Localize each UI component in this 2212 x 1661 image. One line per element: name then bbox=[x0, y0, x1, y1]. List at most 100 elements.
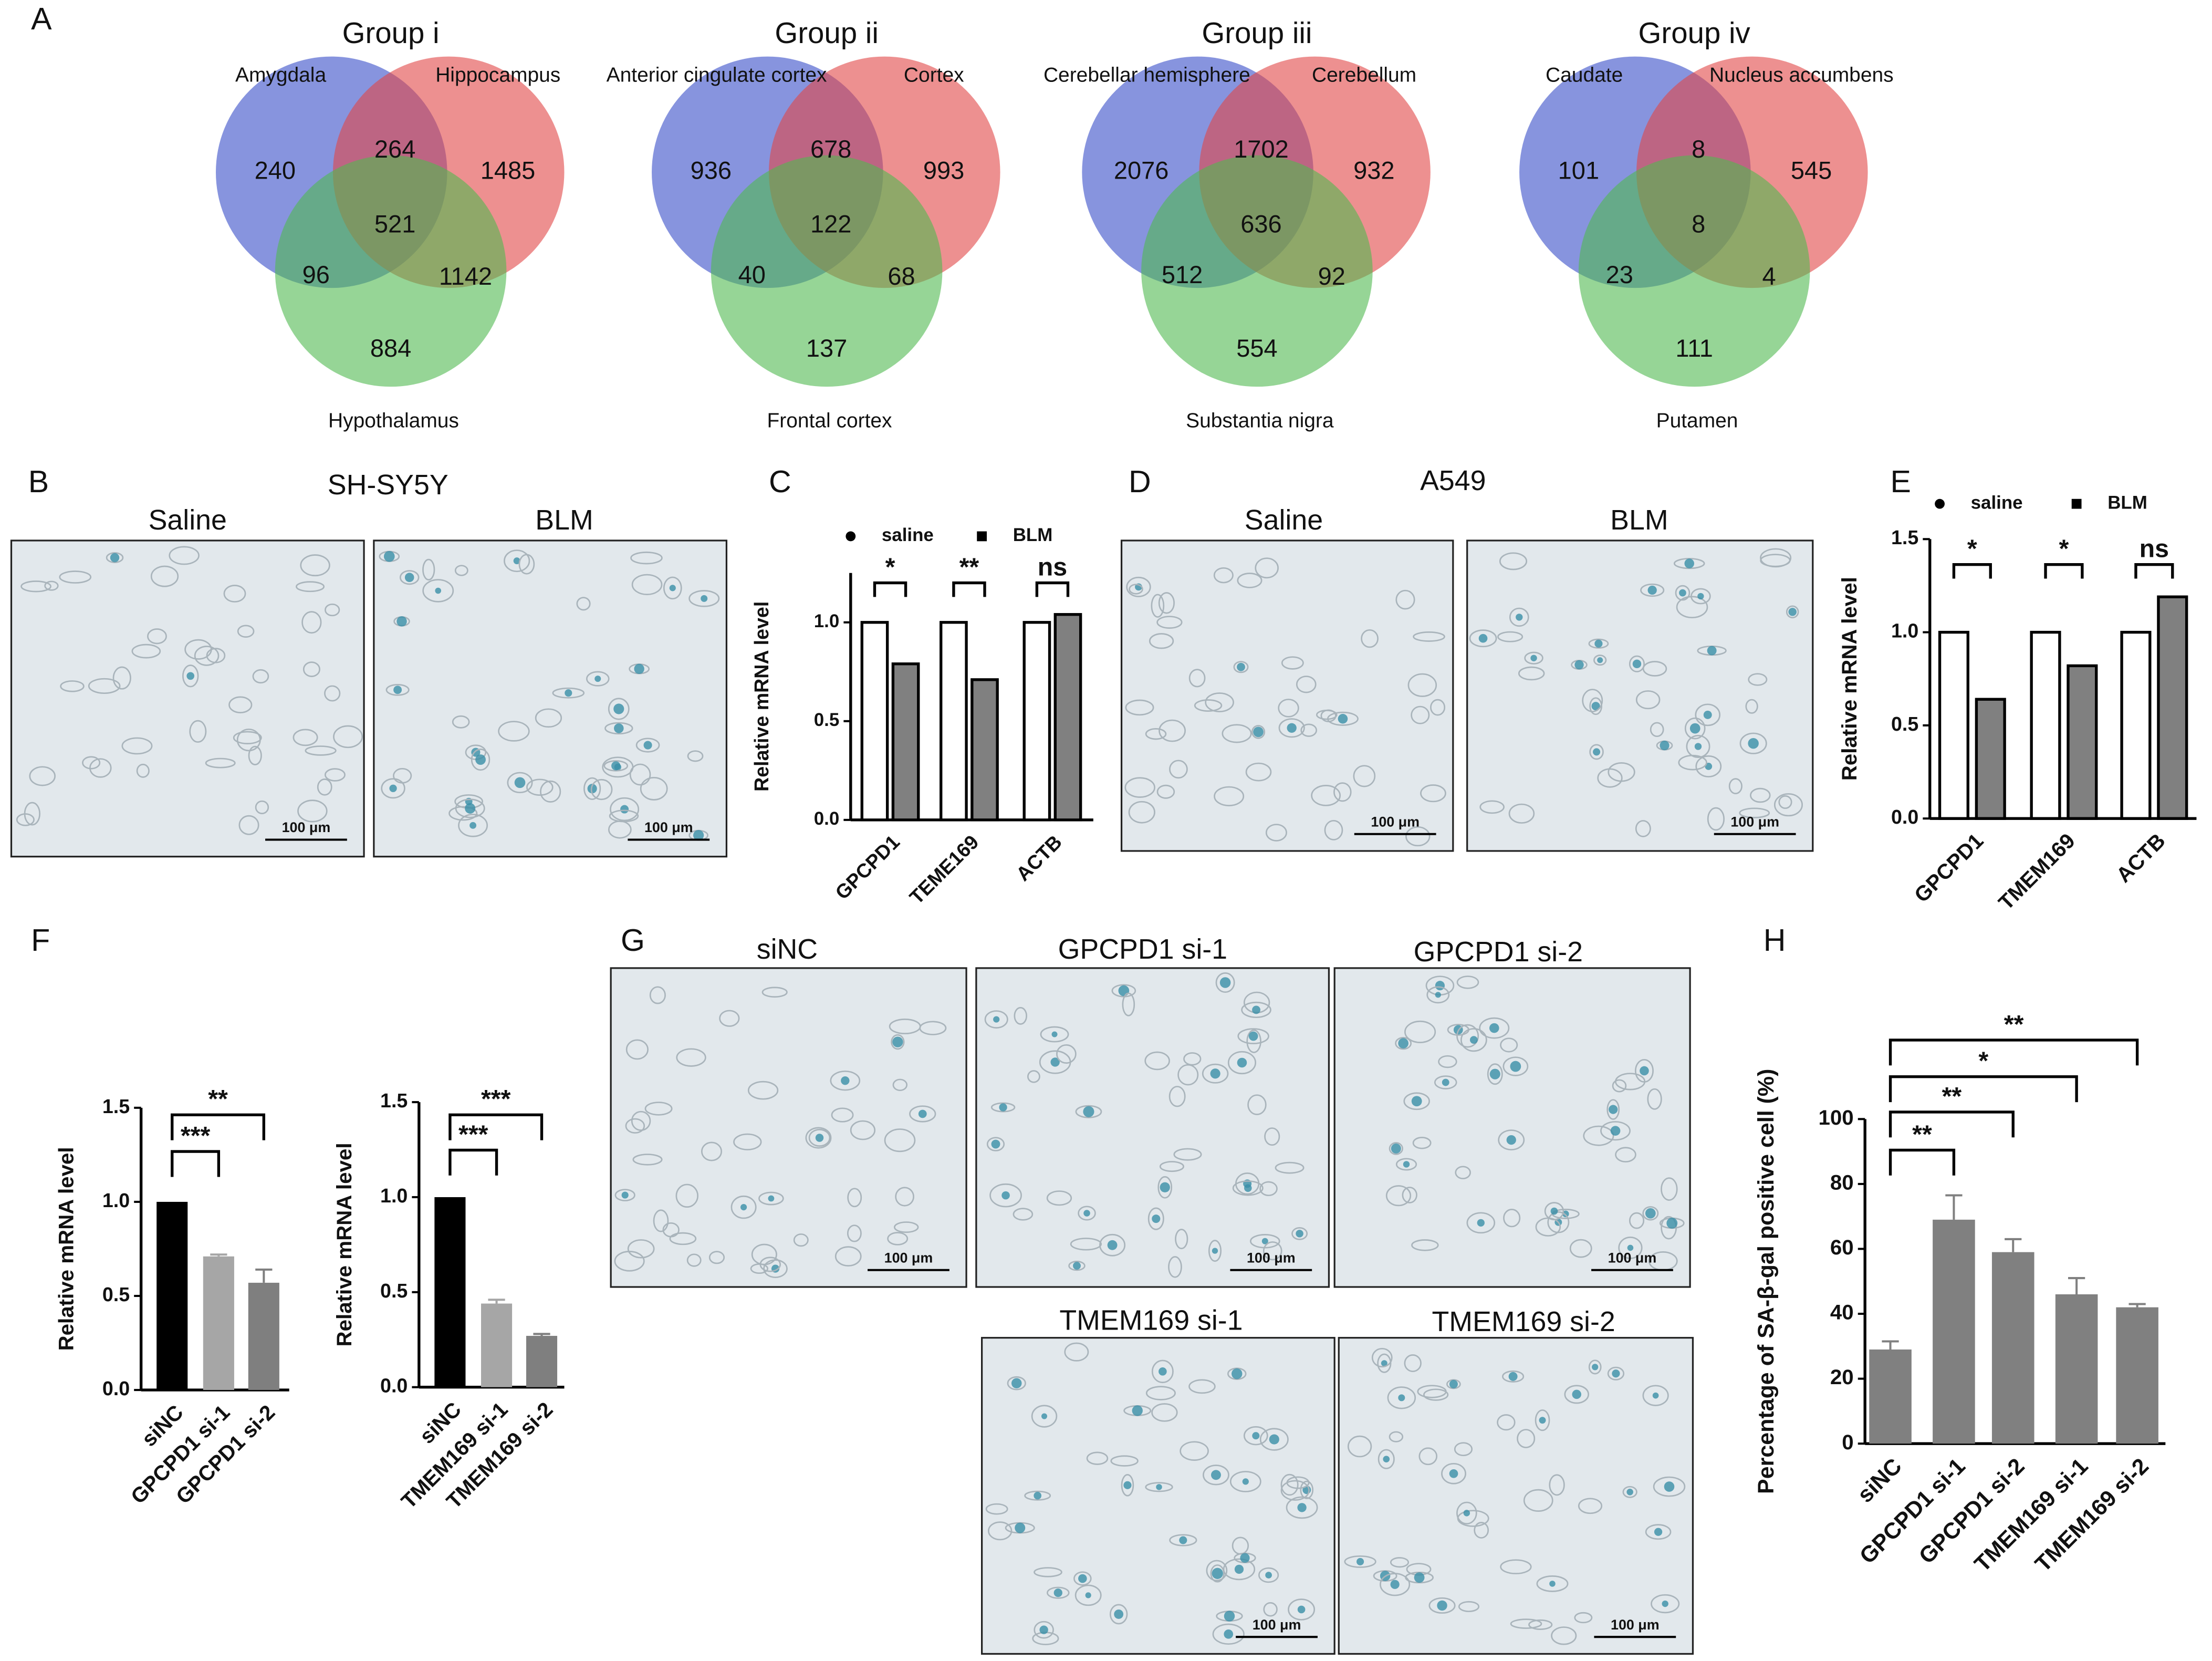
region-count: 101 bbox=[1558, 156, 1599, 184]
cell bbox=[1615, 1147, 1636, 1162]
cell bbox=[1246, 1029, 1261, 1053]
cell bbox=[1194, 699, 1223, 712]
region-count: 1485 bbox=[481, 156, 536, 184]
cell bbox=[625, 1118, 645, 1134]
cell bbox=[1460, 1028, 1487, 1052]
bar bbox=[1053, 613, 1082, 822]
bar bbox=[1022, 621, 1051, 822]
image-title: BLM bbox=[1610, 504, 1668, 536]
cell bbox=[1760, 554, 1791, 567]
cell bbox=[1629, 1212, 1645, 1229]
cell bbox=[631, 1110, 651, 1131]
stain bbox=[1435, 992, 1441, 998]
cell bbox=[1281, 656, 1304, 670]
cell bbox=[590, 778, 613, 801]
cell bbox=[1564, 1385, 1589, 1404]
cell bbox=[1275, 1161, 1305, 1174]
cell bbox=[1215, 972, 1235, 993]
cell bbox=[1249, 1234, 1280, 1249]
image-frame bbox=[10, 539, 365, 858]
cell bbox=[1675, 585, 1691, 601]
y-tick-label: 0 bbox=[1842, 1430, 1853, 1454]
stain bbox=[1039, 1625, 1048, 1634]
stain bbox=[1539, 1417, 1546, 1424]
cell bbox=[455, 798, 485, 818]
bar bbox=[156, 1201, 188, 1390]
stain bbox=[1489, 1068, 1500, 1079]
cell bbox=[1750, 787, 1771, 803]
y-tick-label: 1.0 bbox=[1891, 620, 1918, 642]
cell bbox=[1635, 820, 1651, 837]
cell bbox=[1296, 676, 1317, 693]
cell bbox=[552, 687, 585, 699]
cell bbox=[147, 628, 167, 645]
cell bbox=[60, 680, 85, 692]
cell bbox=[385, 684, 410, 696]
cell bbox=[248, 745, 262, 765]
stain bbox=[1516, 614, 1523, 621]
cell bbox=[1503, 1209, 1521, 1228]
region-count: 932 bbox=[1353, 156, 1394, 184]
cell bbox=[688, 590, 720, 607]
error-bar bbox=[2005, 1238, 2022, 1252]
cell bbox=[297, 800, 328, 823]
cell bbox=[719, 1010, 740, 1027]
y-tick-label: 1.5 bbox=[1891, 526, 1918, 548]
stain bbox=[1073, 1262, 1081, 1270]
cell bbox=[1502, 1370, 1525, 1383]
significance-label: ** bbox=[2004, 1010, 2024, 1039]
stain bbox=[1612, 1369, 1620, 1378]
stain bbox=[1597, 657, 1603, 663]
cell bbox=[518, 554, 535, 575]
cell bbox=[422, 558, 435, 581]
cell bbox=[1247, 1094, 1267, 1115]
stain bbox=[1442, 1078, 1449, 1086]
stain bbox=[701, 595, 708, 602]
scale-bar-label: 100 μm bbox=[884, 1250, 933, 1265]
cell bbox=[1168, 1256, 1182, 1278]
cell bbox=[1622, 1486, 1637, 1498]
cell bbox=[1454, 1442, 1473, 1457]
stain bbox=[1572, 1389, 1581, 1399]
cell bbox=[1503, 1056, 1529, 1076]
region-count: 264 bbox=[374, 135, 415, 163]
cell bbox=[88, 678, 121, 694]
micrograph: 100 μm BLM bbox=[373, 504, 728, 858]
cell bbox=[1574, 1612, 1593, 1624]
cell bbox=[614, 1189, 635, 1201]
stain bbox=[1398, 1394, 1405, 1402]
significance-label: ns bbox=[2140, 535, 2169, 563]
stain bbox=[1647, 585, 1657, 595]
bar bbox=[203, 1256, 234, 1390]
cell bbox=[20, 580, 51, 593]
cell bbox=[1263, 1602, 1278, 1617]
cell bbox=[1241, 1001, 1271, 1019]
stain bbox=[1449, 1379, 1458, 1389]
region-count: 2076 bbox=[1114, 156, 1169, 184]
panel-label: H bbox=[1764, 923, 1786, 958]
cell bbox=[1510, 1618, 1542, 1629]
cell bbox=[1144, 1051, 1170, 1071]
x-tick-label: ACTB bbox=[1012, 830, 1067, 885]
panel-label: D bbox=[1129, 464, 1151, 499]
cell bbox=[583, 777, 601, 800]
cell bbox=[1640, 583, 1665, 597]
region-count: 521 bbox=[374, 210, 415, 237]
stain bbox=[1240, 1553, 1250, 1563]
scale-bar-label: 100 μm bbox=[1247, 1250, 1296, 1265]
error-bar bbox=[488, 1299, 505, 1304]
cell bbox=[1324, 819, 1343, 840]
stain bbox=[1697, 593, 1704, 600]
cell bbox=[1188, 1379, 1216, 1394]
stain bbox=[1593, 748, 1601, 756]
stain bbox=[435, 587, 442, 594]
scale-bar-label: 100 μm bbox=[1611, 1617, 1660, 1633]
cell bbox=[1458, 1601, 1480, 1612]
region-count: 1702 bbox=[1234, 135, 1289, 163]
cell bbox=[535, 708, 562, 728]
cell bbox=[1441, 1462, 1466, 1484]
stain bbox=[918, 1109, 927, 1118]
stain bbox=[1477, 1219, 1485, 1227]
venn-title: Group iv bbox=[1639, 16, 1751, 49]
error-bar bbox=[2068, 1277, 2085, 1294]
